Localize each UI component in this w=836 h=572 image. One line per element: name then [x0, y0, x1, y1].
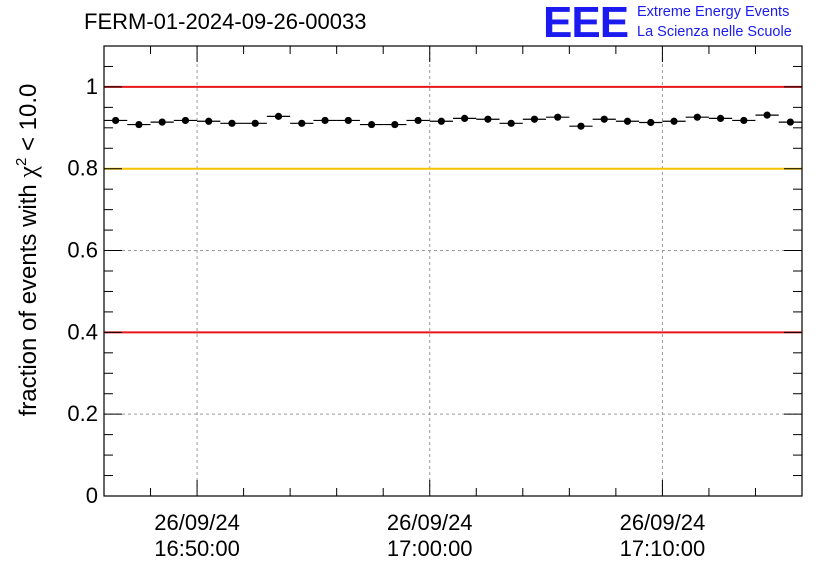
data-point — [484, 115, 492, 123]
data-point — [321, 116, 329, 125]
data-point — [670, 117, 678, 125]
data-point — [205, 117, 213, 125]
data-point — [740, 116, 748, 125]
y-axis-label: fraction of events with χ2 < 10.0 — [13, 84, 42, 417]
y-axis-label-prefix: fraction of events with — [15, 178, 42, 417]
y-tick-label: 0 — [86, 483, 98, 508]
data-point — [507, 119, 515, 127]
y-axis-label-exponent: 2 — [13, 158, 30, 166]
page-title: FERM-01-2024-09-26-00033 — [84, 9, 367, 34]
data-point — [461, 114, 469, 123]
grid — [104, 46, 802, 496]
data-point — [181, 116, 190, 125]
data-point — [274, 112, 283, 120]
data-point — [693, 113, 701, 121]
x-tick-label-time: 16:50:00 — [154, 536, 240, 561]
x-tick-label-date: 26/09/24 — [620, 510, 706, 535]
data-point — [158, 118, 166, 126]
axis-labels: 00.20.40.60.8126/09/2416:50:0026/09/2417… — [67, 74, 705, 561]
plot-frame — [103, 45, 803, 497]
data-point — [716, 114, 725, 123]
data-point — [623, 117, 632, 125]
data-point — [344, 116, 352, 125]
eee-logo: EEE Extreme Energy Events La Scienza nel… — [543, 0, 833, 46]
data-point — [530, 115, 539, 123]
data-point — [577, 122, 585, 130]
data-point — [251, 119, 259, 127]
x-tick-label-time: 17:00:00 — [387, 536, 473, 561]
data-point — [228, 119, 236, 127]
axes-frame — [103, 45, 803, 497]
x-tick-label-date: 26/09/24 — [154, 510, 240, 535]
data-point — [600, 115, 608, 123]
data-point — [786, 118, 794, 126]
y-tick-label: 0.4 — [67, 319, 98, 344]
y-axis-label-suffix: < 10.0 — [15, 84, 42, 158]
y-tick-label: 0.6 — [67, 238, 98, 263]
data-point — [414, 116, 422, 125]
y-axis-label-chi: χ — [13, 166, 42, 179]
data-point — [367, 120, 376, 129]
data-points — [104, 111, 802, 130]
y-tick-label: 1 — [86, 74, 98, 99]
y-tick-label: 0.2 — [67, 401, 98, 426]
data-point — [647, 118, 655, 127]
logo-line-subtitle: La Scienza nelle Scuole — [637, 24, 792, 40]
data-point — [763, 111, 771, 119]
x-tick-label-date: 26/09/24 — [387, 510, 473, 535]
reference-lines — [104, 85, 802, 334]
logo-mark: EEE — [543, 0, 629, 47]
x-tick-label-time: 17:10:00 — [620, 536, 706, 561]
data-point — [112, 116, 120, 125]
data-point — [135, 120, 143, 129]
data-point — [437, 117, 445, 125]
data-point — [554, 113, 562, 121]
y-tick-label: 0.8 — [67, 156, 98, 181]
data-point — [391, 120, 399, 129]
data-point — [298, 119, 306, 127]
logo-line-project: Extreme Energy Events — [637, 4, 790, 20]
